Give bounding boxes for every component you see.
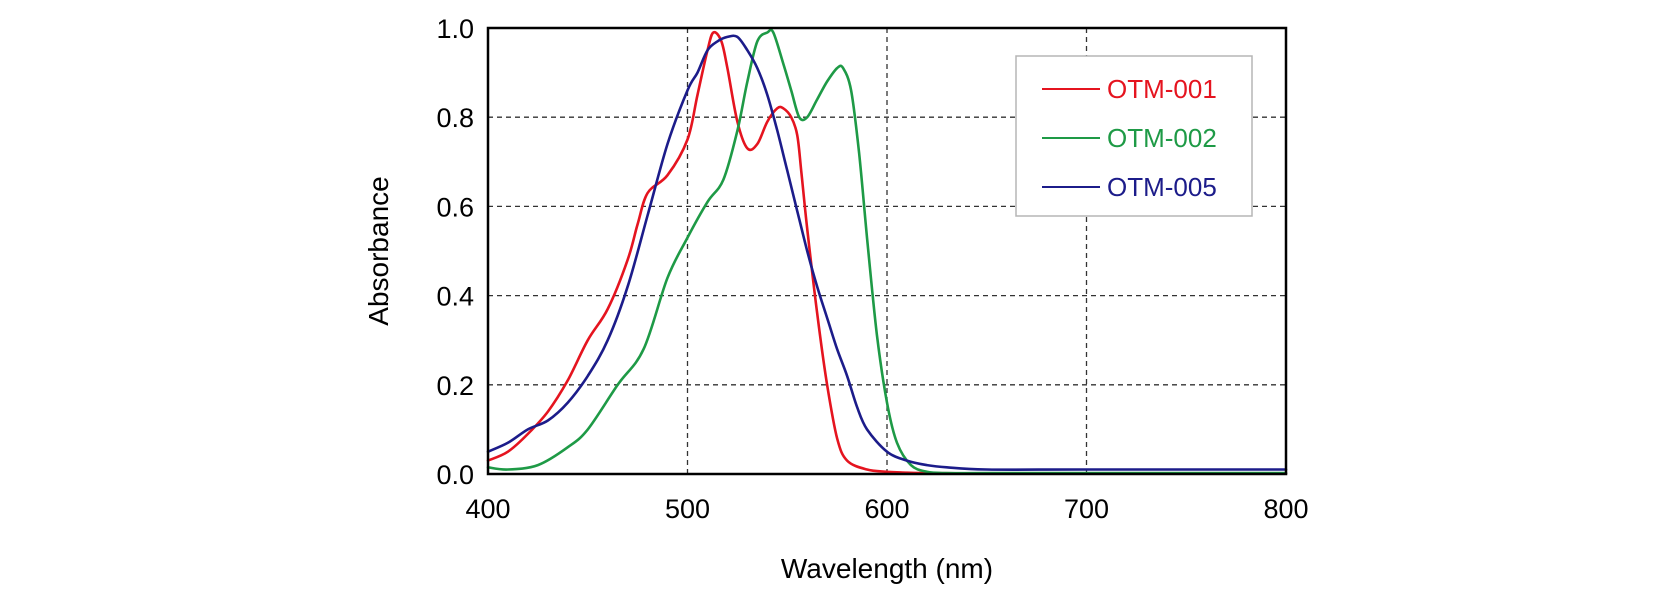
y-tick-label: 0.8	[436, 103, 474, 133]
y-tick-label: 0.0	[436, 460, 474, 490]
y-tick-label: 0.4	[436, 282, 474, 312]
legend-label: OTM-005	[1107, 172, 1217, 202]
y-tick-label: 1.0	[436, 14, 474, 44]
y-tick-label: 0.6	[436, 192, 474, 222]
series-line-otm-001	[486, 30, 1288, 475]
y-tick-labels: 0.0 0.2 0.4 0.6 0.8 1.0	[436, 14, 474, 490]
x-tick-label: 500	[665, 494, 710, 524]
x-tick-label: 600	[864, 494, 909, 524]
x-tick-label: 400	[465, 494, 510, 524]
series-line-otm-005	[486, 34, 1288, 471]
y-tick-label: 0.2	[436, 371, 474, 401]
x-tick-labels: 400 500 600 700 800	[465, 494, 1308, 524]
legend: OTM-001 OTM-002 OTM-005	[1015, 55, 1253, 217]
x-axis-label: Wavelength (nm)	[781, 553, 993, 584]
legend-label: OTM-002	[1107, 123, 1217, 153]
y-axis-label: Absorbance	[363, 176, 394, 325]
series-layer	[486, 28, 1288, 475]
legend-label: OTM-001	[1107, 74, 1217, 104]
x-tick-label: 700	[1064, 494, 1109, 524]
legend-box	[1015, 55, 1253, 217]
plot-frame	[486, 26, 1288, 476]
x-tick-label: 800	[1263, 494, 1308, 524]
series-line-otm-002	[486, 28, 1288, 475]
